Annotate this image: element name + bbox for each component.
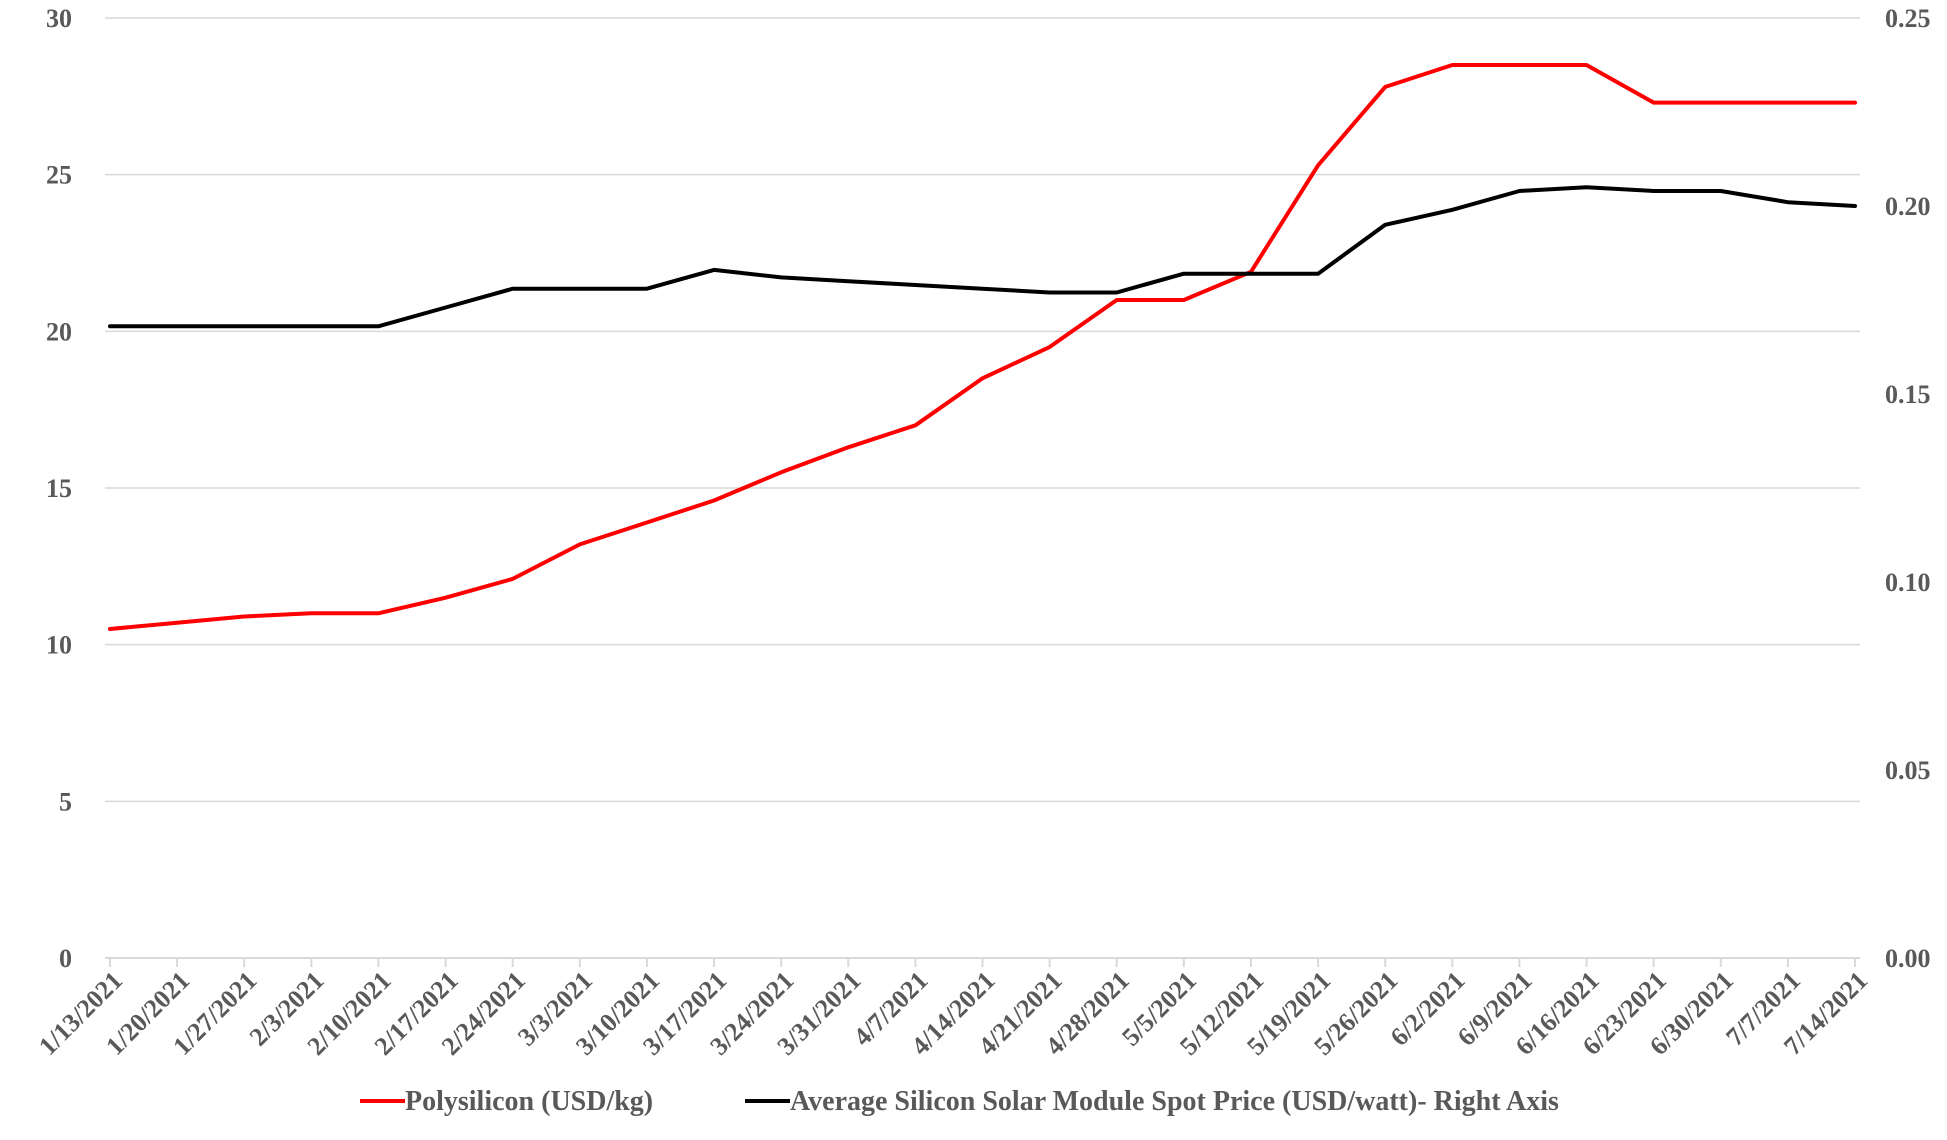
- left-y-tick-label: 5: [59, 787, 72, 816]
- right-y-tick-label: 0.25: [1885, 4, 1931, 33]
- legend-label: Average Silicon Solar Module Spot Price …: [790, 1086, 1559, 1117]
- right-y-axis: 0.00 0.05 0.10 0.15 0.20 0.25: [1885, 4, 1931, 973]
- left-y-tick-label: 15: [46, 474, 72, 503]
- left-y-axis: 0 5 10 15 20 25 30: [46, 4, 72, 973]
- right-y-tick-label: 0.10: [1885, 568, 1931, 597]
- series-line-module-price: [108, 185, 1857, 329]
- gridlines: [105, 17, 1860, 803]
- legend-label: Polysilicon (USD/kg): [405, 1086, 653, 1117]
- x-axis-tick-label: 6/2/2021: [1385, 966, 1471, 1052]
- right-y-tick-label: 0.00: [1885, 944, 1931, 973]
- right-y-tick-label: 0.15: [1885, 380, 1931, 409]
- left-y-tick-label: 0: [59, 944, 72, 973]
- series-lines: [108, 63, 1857, 631]
- x-axis: [105, 957, 1860, 967]
- left-y-tick-label: 30: [46, 4, 72, 33]
- left-y-tick-label: 20: [46, 317, 72, 346]
- series-line-polysilicon: [108, 63, 1857, 631]
- x-axis-tick-labels: 1/13/20211/20/20211/27/20212/3/20212/10/…: [33, 966, 1873, 1061]
- legend: Polysilicon (USD/kg) Average Silicon Sola…: [360, 1086, 1559, 1117]
- right-y-tick-label: 0.05: [1885, 756, 1931, 785]
- right-y-tick-label: 0.20: [1885, 192, 1931, 221]
- left-y-tick-label: 10: [46, 631, 72, 660]
- left-y-tick-label: 25: [46, 161, 72, 190]
